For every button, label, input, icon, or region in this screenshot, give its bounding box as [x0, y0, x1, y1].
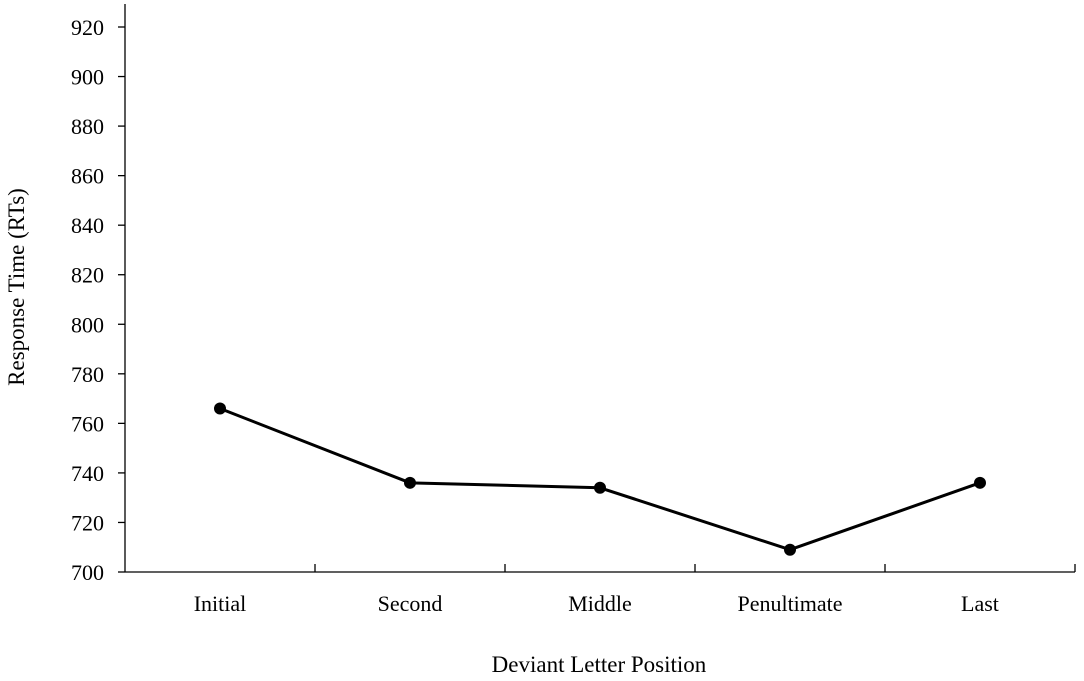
y-tick-label: 820: [71, 263, 104, 288]
x-tick-label: Middle: [568, 591, 632, 616]
data-point: [784, 543, 796, 556]
x-axis: Initial Second Middle Penultimate Last: [125, 564, 1076, 616]
y-tick-label: 780: [71, 362, 104, 387]
y-tick-label: 880: [71, 114, 104, 139]
y-tick-label: 740: [71, 461, 104, 486]
x-tick-label: Initial: [194, 591, 247, 616]
x-tick-label: Penultimate: [737, 591, 842, 616]
data-point: [404, 476, 416, 489]
y-tick-label: 700: [71, 560, 104, 585]
series-line: [219, 407, 981, 552]
y-tick-label: 720: [71, 510, 104, 535]
y-tick-label: 920: [71, 15, 104, 40]
y-tick-label: 860: [71, 164, 104, 189]
y-tick-label: 900: [71, 65, 104, 90]
y-tick-label: 840: [71, 213, 104, 238]
series-line-group: [214, 402, 986, 556]
y-axis-title: Response Time (RTs): [4, 188, 29, 386]
y-tick-label: 760: [71, 411, 104, 436]
x-axis-title: Deviant Letter Position: [492, 652, 707, 677]
x-tick-label: Last: [961, 591, 999, 616]
x-tick-label: Second: [378, 591, 443, 616]
y-axis: 700 720 740 760 780 800 820 840 860 880 900 920: [71, 4, 126, 585]
data-point: [214, 402, 226, 415]
data-point: [974, 476, 986, 489]
y-tick-label: 800: [71, 312, 104, 337]
data-point: [594, 481, 606, 494]
